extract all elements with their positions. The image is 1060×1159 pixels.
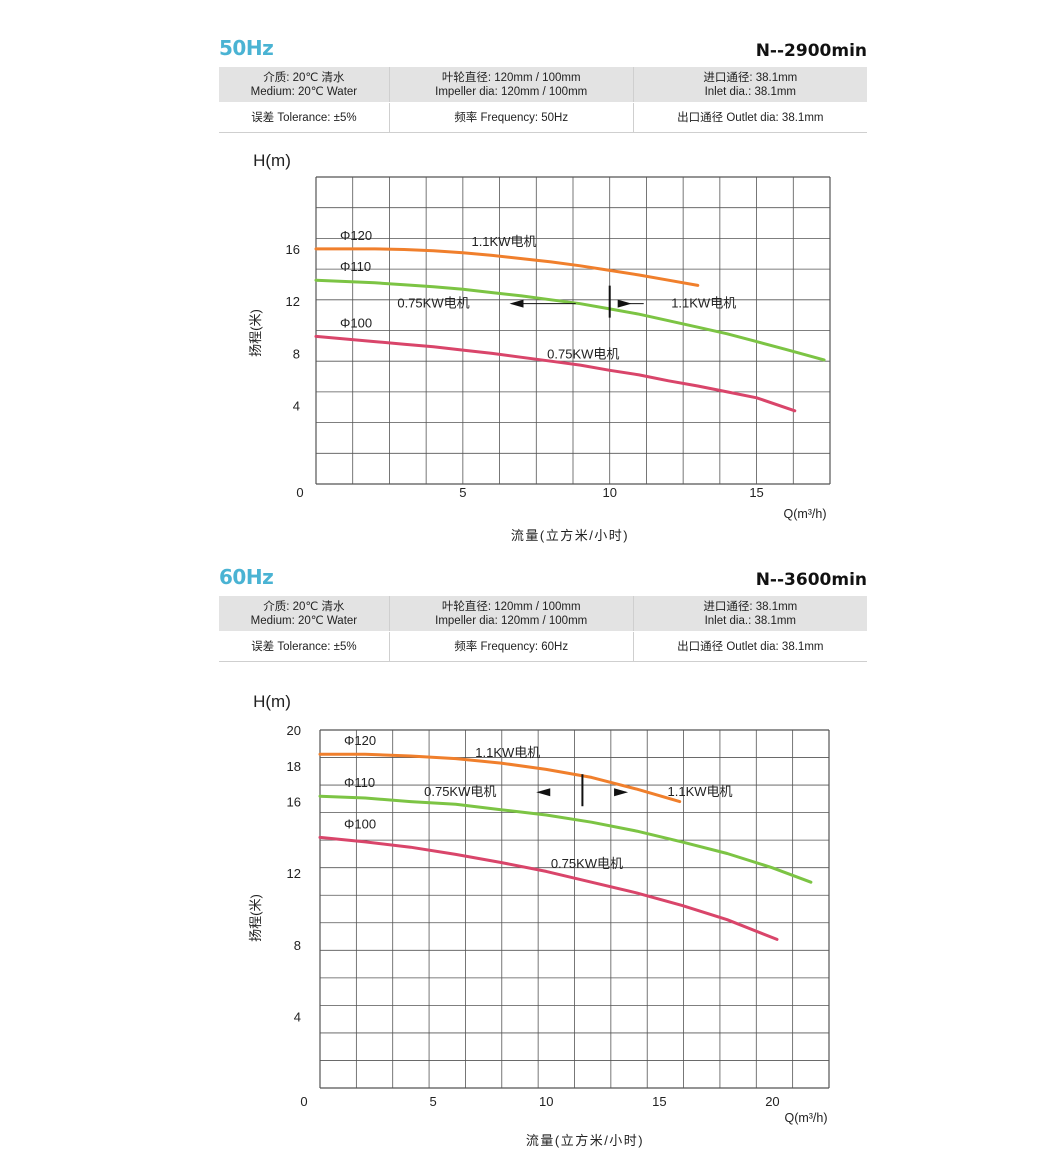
x-tick-label: 20 bbox=[765, 1094, 779, 1109]
x-axis-unit-label: Q(m³/h) bbox=[783, 507, 826, 521]
x-tick-label: 15 bbox=[652, 1094, 666, 1109]
inlet-cell: 进口通径: 38.1mm Inlet dia.: 38.1mm bbox=[633, 596, 867, 632]
x-tick-label: 10 bbox=[539, 1094, 553, 1109]
frequency-heading: 60Hz bbox=[219, 565, 274, 589]
arrow-left-head bbox=[536, 788, 551, 797]
frequency-heading: 50Hz bbox=[219, 36, 274, 60]
curve-Φ110 bbox=[318, 794, 813, 884]
tolerance-cell: 误差 Tolerance: ±5% bbox=[219, 102, 390, 133]
motor-annotation: 0.75KW电机 bbox=[397, 296, 469, 311]
y-axis-side-label: 扬程(米) bbox=[248, 894, 263, 942]
series-label: Φ110 bbox=[340, 259, 371, 274]
motor-annotation: 1.1KW电机 bbox=[668, 784, 733, 799]
spec-table: 介质: 20℃ 清水 Medium: 20℃ Water 叶轮直径: 120mm … bbox=[219, 596, 867, 662]
x-tick-label: 15 bbox=[749, 485, 763, 500]
series-label: Φ100 bbox=[344, 816, 376, 831]
x-axis-title: 流量(立方米/小时) bbox=[526, 1133, 644, 1148]
curve-Φ100 bbox=[314, 334, 797, 413]
y-tick-label: 8 bbox=[293, 346, 300, 361]
y-tick-label: 20 bbox=[287, 723, 301, 738]
pump-curve-chart-50hz: H(m) 扬程(米) Q(m³/h) 流量(立方米/小时) 4 8 12 16 0 5 10 15 Φ1… bbox=[248, 151, 831, 543]
x-tick-label: 0 bbox=[296, 485, 303, 500]
y-tick-label: 12 bbox=[286, 294, 300, 309]
y-axis-title: H(m) bbox=[253, 151, 291, 170]
spec-table: 介质: 20℃ 清水 Medium: 20℃ Water 叶轮直径: 120mm … bbox=[219, 67, 867, 133]
y-tick-label: 16 bbox=[286, 242, 300, 257]
medium-cell: 介质: 20℃ 清水 Medium: 20℃ Water bbox=[219, 67, 390, 103]
motor-annotation: 1.1KW电机 bbox=[471, 234, 536, 249]
y-axis-title: H(m) bbox=[253, 692, 291, 711]
outlet-cell: 出口通径 Outlet dia: 38.1mm bbox=[633, 102, 867, 133]
y-tick-label: 12 bbox=[287, 866, 301, 881]
y-tick-label: 8 bbox=[294, 938, 301, 953]
curve-Φ120 bbox=[314, 247, 700, 287]
frequency-cell: 频率 Frequency: 50Hz bbox=[389, 102, 634, 133]
curve-Φ110 bbox=[314, 278, 826, 362]
y-tick-label: 18 bbox=[287, 759, 301, 774]
medium-cell: 介质: 20℃ 清水 Medium: 20℃ Water bbox=[219, 596, 390, 632]
frequency-cell: 频率 Frequency: 60Hz bbox=[389, 631, 634, 662]
curve-Φ100 bbox=[318, 835, 779, 941]
x-tick-label: 10 bbox=[602, 485, 616, 500]
inlet-cell: 进口通径: 38.1mm Inlet dia.: 38.1mm bbox=[633, 67, 867, 103]
x-axis-title: 流量(立方米/小时) bbox=[511, 528, 629, 543]
x-axis-unit-label: Q(m³/h) bbox=[784, 1111, 827, 1125]
impeller-cell: 叶轮直径: 120mm / 100mm Impeller dia: 120mm /… bbox=[389, 67, 634, 103]
x-tick-label: 5 bbox=[429, 1094, 436, 1109]
y-axis-side-label: 扬程(米) bbox=[248, 309, 263, 357]
y-tick-label: 4 bbox=[293, 399, 300, 414]
y-tick-label: 16 bbox=[287, 795, 301, 810]
y-tick-label: 4 bbox=[294, 1009, 301, 1024]
motor-annotation: 1.1KW电机 bbox=[671, 296, 736, 311]
motor-annotation: 1.1KW电机 bbox=[475, 745, 540, 760]
motor-annotation: 0.75KW电机 bbox=[551, 856, 623, 871]
curve-Φ120 bbox=[318, 752, 682, 804]
tolerance-cell: 误差 Tolerance: ±5% bbox=[219, 631, 390, 662]
outlet-cell: 出口通径 Outlet dia: 38.1mm bbox=[633, 631, 867, 662]
series-label: Φ120 bbox=[340, 228, 372, 243]
arrow-right-head bbox=[614, 788, 629, 797]
x-tick-label: 5 bbox=[459, 485, 466, 500]
motor-annotation: 0.75KW电机 bbox=[547, 347, 619, 362]
series-label: Φ120 bbox=[344, 733, 376, 748]
motor-annotation: 0.75KW电机 bbox=[424, 784, 496, 799]
speed-heading: N--2900min bbox=[755, 41, 867, 61]
series-label: Φ100 bbox=[340, 315, 372, 330]
arrow-left-head bbox=[509, 299, 524, 308]
x-tick-label: 0 bbox=[300, 1094, 307, 1109]
arrow-right-head bbox=[617, 299, 632, 308]
pump-curve-chart-60hz: H(m) 扬程(米) Q(m³/h) 流量(立方米/小时) 4 8 12 16 18 20 0 5 10… bbox=[248, 692, 830, 1148]
series-label: Φ110 bbox=[344, 775, 375, 790]
impeller-cell: 叶轮直径: 120mm / 100mm Impeller dia: 120mm /… bbox=[389, 596, 634, 632]
speed-heading: N--3600min bbox=[755, 570, 867, 590]
